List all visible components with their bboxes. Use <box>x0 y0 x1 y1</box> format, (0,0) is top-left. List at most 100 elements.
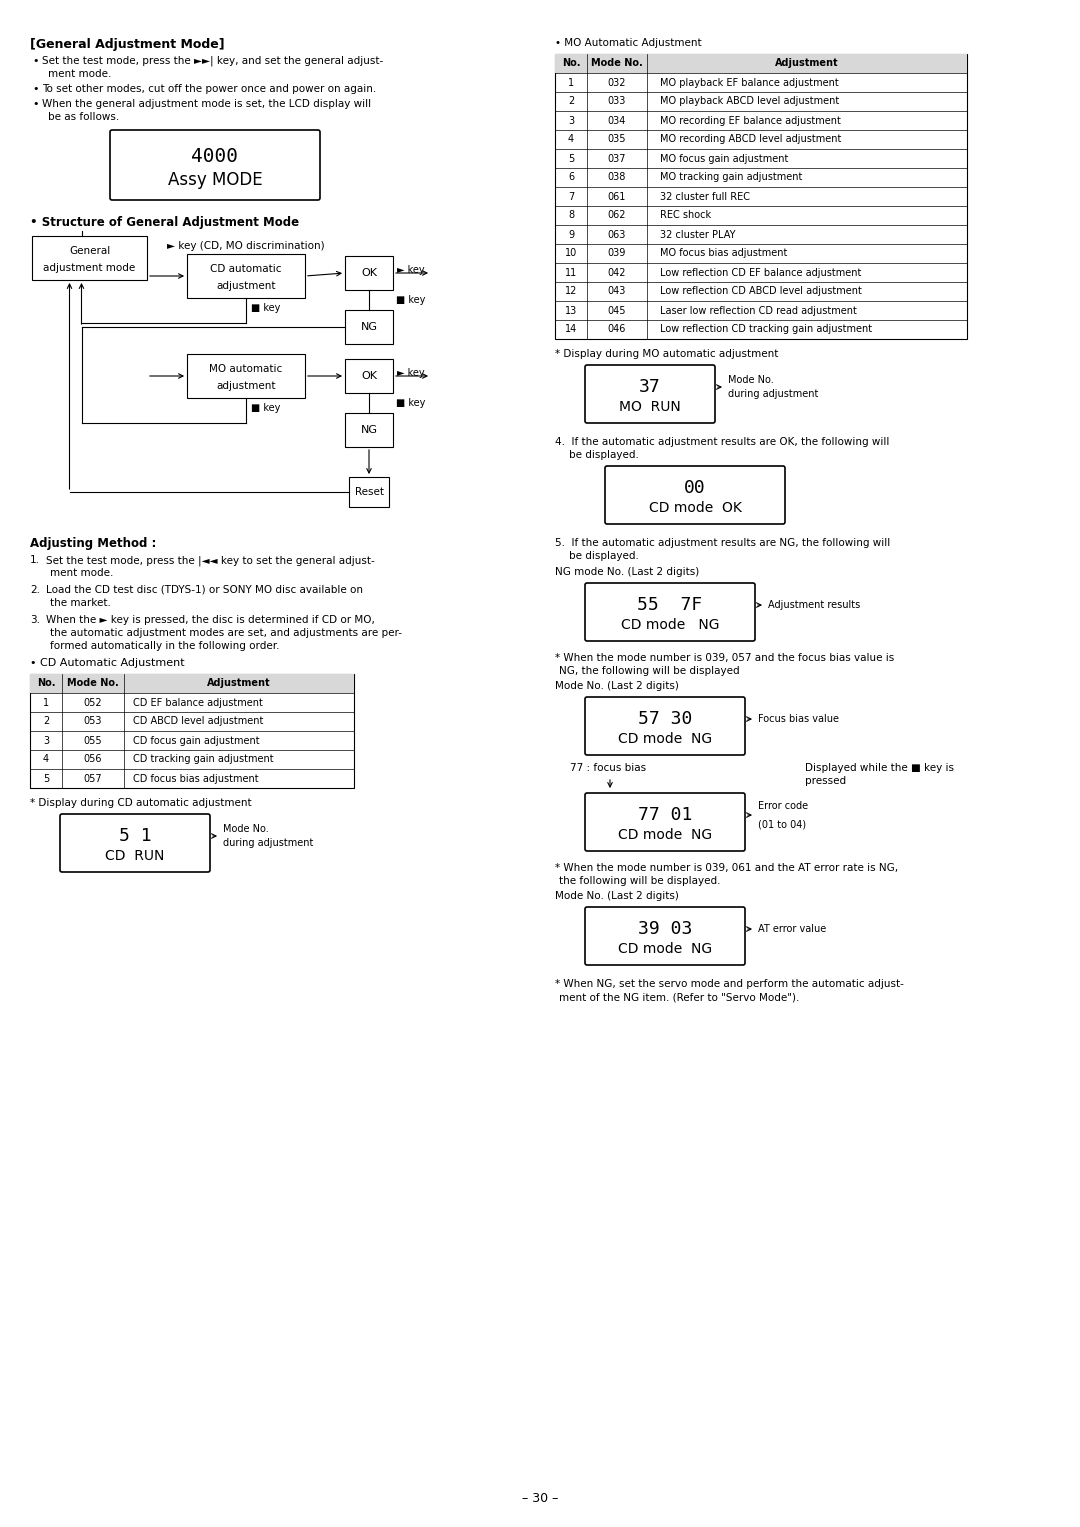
Text: Load the CD test disc (TDYS-1) or SONY MO disc available on: Load the CD test disc (TDYS-1) or SONY M… <box>46 585 363 596</box>
Text: (01 to 04): (01 to 04) <box>758 818 806 829</box>
Text: 039: 039 <box>608 249 626 258</box>
Text: CD mode  NG: CD mode NG <box>618 731 712 745</box>
FancyBboxPatch shape <box>585 365 715 423</box>
Text: 37: 37 <box>639 379 661 395</box>
Text: 056: 056 <box>84 754 103 765</box>
Text: * When NG, set the servo mode and perform the automatic adjust-: * When NG, set the servo mode and perfor… <box>555 979 904 989</box>
Text: 057: 057 <box>83 774 103 783</box>
Text: ment mode.: ment mode. <box>48 69 111 79</box>
Text: Adjustment: Adjustment <box>207 678 271 689</box>
Text: Laser low reflection CD read adjustment: Laser low reflection CD read adjustment <box>660 305 856 316</box>
Text: CD EF balance adjustment: CD EF balance adjustment <box>133 698 264 707</box>
Text: 5 1: 5 1 <box>119 828 151 844</box>
Text: •: • <box>32 84 39 95</box>
Text: Low reflection CD EF balance adjustment: Low reflection CD EF balance adjustment <box>660 267 861 278</box>
Text: 2.: 2. <box>30 585 40 596</box>
Bar <box>345 310 393 344</box>
Text: MO playback EF balance adjustment: MO playback EF balance adjustment <box>660 78 838 87</box>
Text: • CD Automatic Adjustment: • CD Automatic Adjustment <box>30 658 185 667</box>
Text: ■ key: ■ key <box>251 403 281 412</box>
Text: be displayed.: be displayed. <box>569 551 639 560</box>
Text: CD focus bias adjustment: CD focus bias adjustment <box>133 774 259 783</box>
Text: 13: 13 <box>565 305 577 316</box>
Text: When the ► key is pressed, the disc is determined if CD or MO,: When the ► key is pressed, the disc is d… <box>46 615 375 625</box>
Text: 57 30: 57 30 <box>638 710 692 728</box>
Text: ■ key: ■ key <box>251 302 281 313</box>
Text: 9: 9 <box>568 229 575 240</box>
Text: during adjustment: during adjustment <box>728 389 819 399</box>
Text: 00: 00 <box>684 479 706 498</box>
Text: 7: 7 <box>568 191 575 202</box>
Text: Mode No. (Last 2 digits): Mode No. (Last 2 digits) <box>555 890 679 901</box>
Text: 3: 3 <box>568 116 575 125</box>
Text: Mode No.: Mode No. <box>728 376 773 385</box>
Text: Adjustment: Adjustment <box>775 58 839 69</box>
Text: No.: No. <box>562 58 580 69</box>
Text: 034: 034 <box>608 116 626 125</box>
Text: Low reflection CD tracking gain adjustment: Low reflection CD tracking gain adjustme… <box>660 325 872 334</box>
Text: pressed: pressed <box>805 776 846 786</box>
Bar <box>187 354 305 399</box>
Text: 1.: 1. <box>30 554 40 565</box>
Text: ► key: ► key <box>397 368 424 379</box>
Text: Adjusting Method :: Adjusting Method : <box>30 538 157 550</box>
FancyBboxPatch shape <box>60 814 210 872</box>
Text: 045: 045 <box>608 305 626 316</box>
Text: OK: OK <box>361 269 377 278</box>
Text: 12: 12 <box>565 287 577 296</box>
Text: be displayed.: be displayed. <box>569 450 639 460</box>
Text: the following will be displayed.: the following will be displayed. <box>559 876 720 886</box>
Text: MO recording ABCD level adjustment: MO recording ABCD level adjustment <box>660 134 841 145</box>
Text: 6: 6 <box>568 173 575 183</box>
FancyBboxPatch shape <box>585 907 745 965</box>
Text: ■ key: ■ key <box>396 399 426 408</box>
Text: 038: 038 <box>608 173 626 183</box>
Text: 061: 061 <box>608 191 626 202</box>
Text: 5: 5 <box>43 774 49 783</box>
Text: 2: 2 <box>43 716 49 727</box>
Text: 11: 11 <box>565 267 577 278</box>
Text: 39 03: 39 03 <box>638 921 692 938</box>
Bar <box>349 476 389 507</box>
Text: 053: 053 <box>84 716 103 727</box>
Text: To set other modes, cut off the power once and power on again.: To set other modes, cut off the power on… <box>42 84 376 95</box>
Text: CD mode  NG: CD mode NG <box>618 828 712 841</box>
Text: the market.: the market. <box>50 599 111 608</box>
Text: * When the mode number is 039, 057 and the focus bias value is: * When the mode number is 039, 057 and t… <box>555 654 894 663</box>
Text: CD mode   NG: CD mode NG <box>621 618 719 632</box>
Bar <box>345 257 393 290</box>
Text: •: • <box>32 56 39 66</box>
Text: Mode No. (Last 2 digits): Mode No. (Last 2 digits) <box>555 681 679 692</box>
Text: NG, the following will be displayed: NG, the following will be displayed <box>559 666 740 676</box>
Bar <box>187 253 305 298</box>
Text: ■ key: ■ key <box>396 295 426 305</box>
Text: CD ABCD level adjustment: CD ABCD level adjustment <box>133 716 264 727</box>
Text: Set the test mode, press the ►►| key, and set the general adjust-: Set the test mode, press the ►►| key, an… <box>42 56 383 67</box>
Text: CD tracking gain adjustment: CD tracking gain adjustment <box>133 754 274 765</box>
Text: CD  RUN: CD RUN <box>106 849 164 863</box>
Text: * Display during MO automatic adjustment: * Display during MO automatic adjustment <box>555 350 779 359</box>
FancyBboxPatch shape <box>585 583 755 641</box>
Text: 043: 043 <box>608 287 626 296</box>
Text: adjustment: adjustment <box>216 380 275 391</box>
Text: REC shock: REC shock <box>660 211 711 220</box>
Text: 4000: 4000 <box>191 147 239 166</box>
Text: Mode No.: Mode No. <box>222 825 269 834</box>
Text: 033: 033 <box>608 96 626 107</box>
Text: Set the test mode, press the |◄◄ key to set the general adjust-: Set the test mode, press the |◄◄ key to … <box>46 554 375 565</box>
Text: Focus bias value: Focus bias value <box>758 715 839 724</box>
Bar <box>555 53 967 73</box>
Text: Mode No.: Mode No. <box>591 58 643 69</box>
Text: 77 01: 77 01 <box>638 806 692 825</box>
Text: be as follows.: be as follows. <box>48 111 119 122</box>
Bar <box>345 359 393 392</box>
FancyBboxPatch shape <box>110 130 320 200</box>
Text: MO tracking gain adjustment: MO tracking gain adjustment <box>660 173 802 183</box>
Bar <box>345 412 393 447</box>
Text: ► key: ► key <box>397 266 424 275</box>
Text: adjustment: adjustment <box>216 281 275 290</box>
Bar <box>32 237 147 279</box>
Text: NG mode No. (Last 2 digits): NG mode No. (Last 2 digits) <box>555 567 699 577</box>
Text: Assy MODE: Assy MODE <box>167 171 262 189</box>
Text: – 30 –: – 30 – <box>522 1492 558 1506</box>
